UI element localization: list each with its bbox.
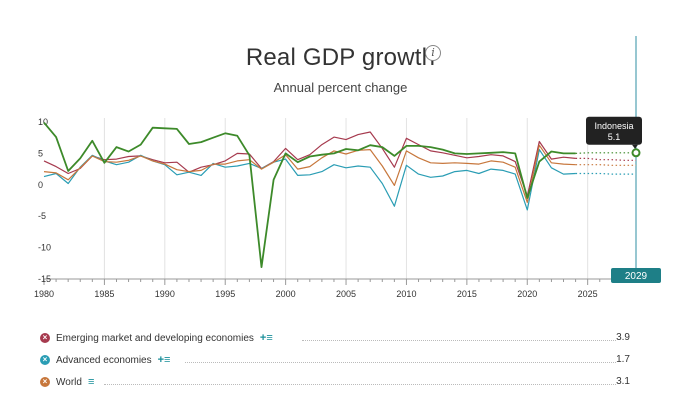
year-badge-label: 2029 — [625, 271, 648, 282]
x-tick-label: 2025 — [578, 289, 598, 299]
add-list-icon[interactable]: +≡ — [157, 354, 171, 366]
legend-leader — [185, 362, 616, 363]
y-tick-label: 10 — [38, 117, 48, 127]
legend-value: 3.1 — [616, 376, 630, 387]
series-line — [43, 122, 576, 269]
title-block: Real GDP growth — [0, 44, 681, 72]
chart-subtitle: Annual percent change — [273, 80, 408, 95]
x-tick-label: 1985 — [94, 289, 114, 299]
x-tick-label: 1995 — [215, 289, 235, 299]
series-projection-line — [575, 152, 636, 154]
tooltip-box — [586, 116, 642, 145]
year-badge — [611, 268, 661, 283]
legend-item-emde[interactable]: × Emerging market and developing economi… — [40, 331, 630, 347]
x-tick-label: 1990 — [155, 289, 175, 299]
y-tick-label: 5 — [38, 148, 43, 158]
legend-label: World ≡ — [56, 376, 95, 388]
legend-value: 3.9 — [616, 332, 630, 343]
add-list-icon[interactable]: +≡ — [259, 332, 273, 344]
series-projection-line — [575, 157, 636, 161]
tooltip-pointer — [632, 144, 638, 149]
series-line — [43, 144, 576, 203]
legend-item-advanced[interactable]: × Advanced economies +≡ 1.7 — [40, 353, 630, 369]
y-tick-label: -15 — [38, 274, 51, 284]
series-line — [43, 131, 576, 197]
x-tick-label: 2010 — [396, 289, 416, 299]
series-projection-line — [575, 164, 636, 166]
chart-title: Real GDP growth — [245, 44, 436, 71]
close-icon[interactable]: × — [40, 333, 50, 343]
legend-leader — [302, 340, 616, 341]
legend-item-world[interactable]: × World ≡ 3.1 — [40, 375, 630, 391]
legend-leader — [104, 384, 616, 385]
close-icon[interactable]: × — [40, 355, 50, 365]
x-tick-label: 1980 — [34, 289, 54, 299]
y-tick-label: 0 — [38, 180, 43, 190]
list-icon[interactable]: ≡ — [87, 376, 95, 388]
close-icon[interactable]: × — [40, 377, 50, 387]
series-projection-line — [575, 172, 636, 175]
legend-label: Advanced economies +≡ — [56, 354, 171, 366]
x-tick-label: 2005 — [336, 289, 356, 299]
legend-value: 1.7 — [616, 354, 630, 365]
y-tick-label: -10 — [38, 243, 51, 253]
highlight-point — [631, 148, 641, 158]
y-tick-label: -5 — [38, 211, 46, 221]
x-tick-label: 2020 — [517, 289, 537, 299]
info-icon[interactable]: i — [425, 45, 441, 61]
x-tick-label: 2015 — [457, 289, 477, 299]
tooltip-value: 5.1 — [608, 132, 621, 142]
legend-label: Emerging market and developing economies… — [56, 332, 273, 344]
x-tick-label: 2000 — [276, 289, 296, 299]
series-line — [43, 149, 576, 211]
tooltip-label: Indonesia — [594, 121, 633, 131]
